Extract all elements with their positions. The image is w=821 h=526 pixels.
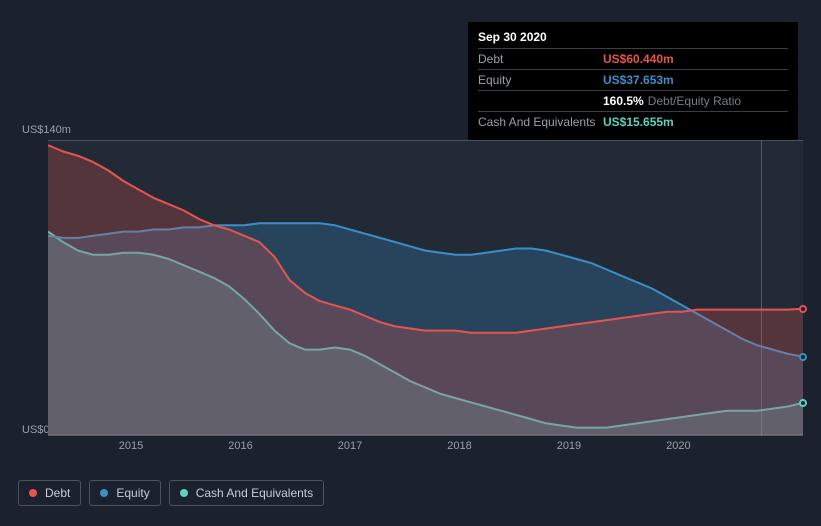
x-tick-2015: 2015 (119, 440, 143, 452)
chart-legend: Debt Equity Cash And Equivalents (18, 480, 324, 506)
tooltip-debt-label: Debt (478, 52, 603, 66)
end-marker-debt (799, 305, 807, 313)
tooltip-ratio-suffix: Debt/Equity Ratio (648, 94, 741, 108)
x-tick-2018: 2018 (447, 440, 471, 452)
end-marker-equity (799, 353, 807, 361)
tooltip-equity-row: EquityUS$37.653m (478, 69, 788, 90)
legend-dot-icon (100, 489, 108, 497)
legend-item-debt[interactable]: Debt (18, 480, 81, 506)
series-debt (48, 141, 803, 436)
x-axis-ticks: 2015 2016 2017 2018 2019 2020 (48, 440, 803, 460)
tooltip-debt-value: US$60.440m (603, 52, 674, 66)
end-marker-cash (799, 399, 807, 407)
legend-item-equity[interactable]: Equity (89, 480, 160, 506)
legend-dot-icon (180, 489, 188, 497)
plot-area[interactable] (48, 140, 803, 435)
tooltip-ratio-row: 160.5% Debt/Equity Ratio (478, 90, 788, 111)
legend-item-cash[interactable]: Cash And Equivalents (169, 480, 324, 506)
x-tick-2017: 2017 (338, 440, 362, 452)
tooltip-equity-label: Equity (478, 73, 603, 87)
tooltip-date: Sep 30 2020 (478, 30, 788, 44)
legend-dot-icon (29, 489, 37, 497)
legend-label: Cash And Equivalents (196, 486, 313, 500)
tooltip-debt-row: DebtUS$60.440m (478, 48, 788, 69)
legend-label: Debt (45, 486, 70, 500)
tooltip-ratio-spacer (478, 94, 603, 108)
legend-label: Equity (116, 486, 149, 500)
x-tick-2016: 2016 (228, 440, 252, 452)
x-tick-2019: 2019 (557, 440, 581, 452)
tooltip-equity-value: US$37.653m (603, 73, 674, 87)
x-tick-2020: 2020 (666, 440, 690, 452)
y-axis-top-label: US$140m (22, 124, 71, 136)
y-axis-bottom-label: US$0 (22, 424, 50, 436)
financials-chart[interactable]: US$140m US$0 2015 2016 2017 2018 2019 2020 (18, 120, 803, 460)
tooltip-ratio-value: 160.5% (603, 94, 644, 108)
